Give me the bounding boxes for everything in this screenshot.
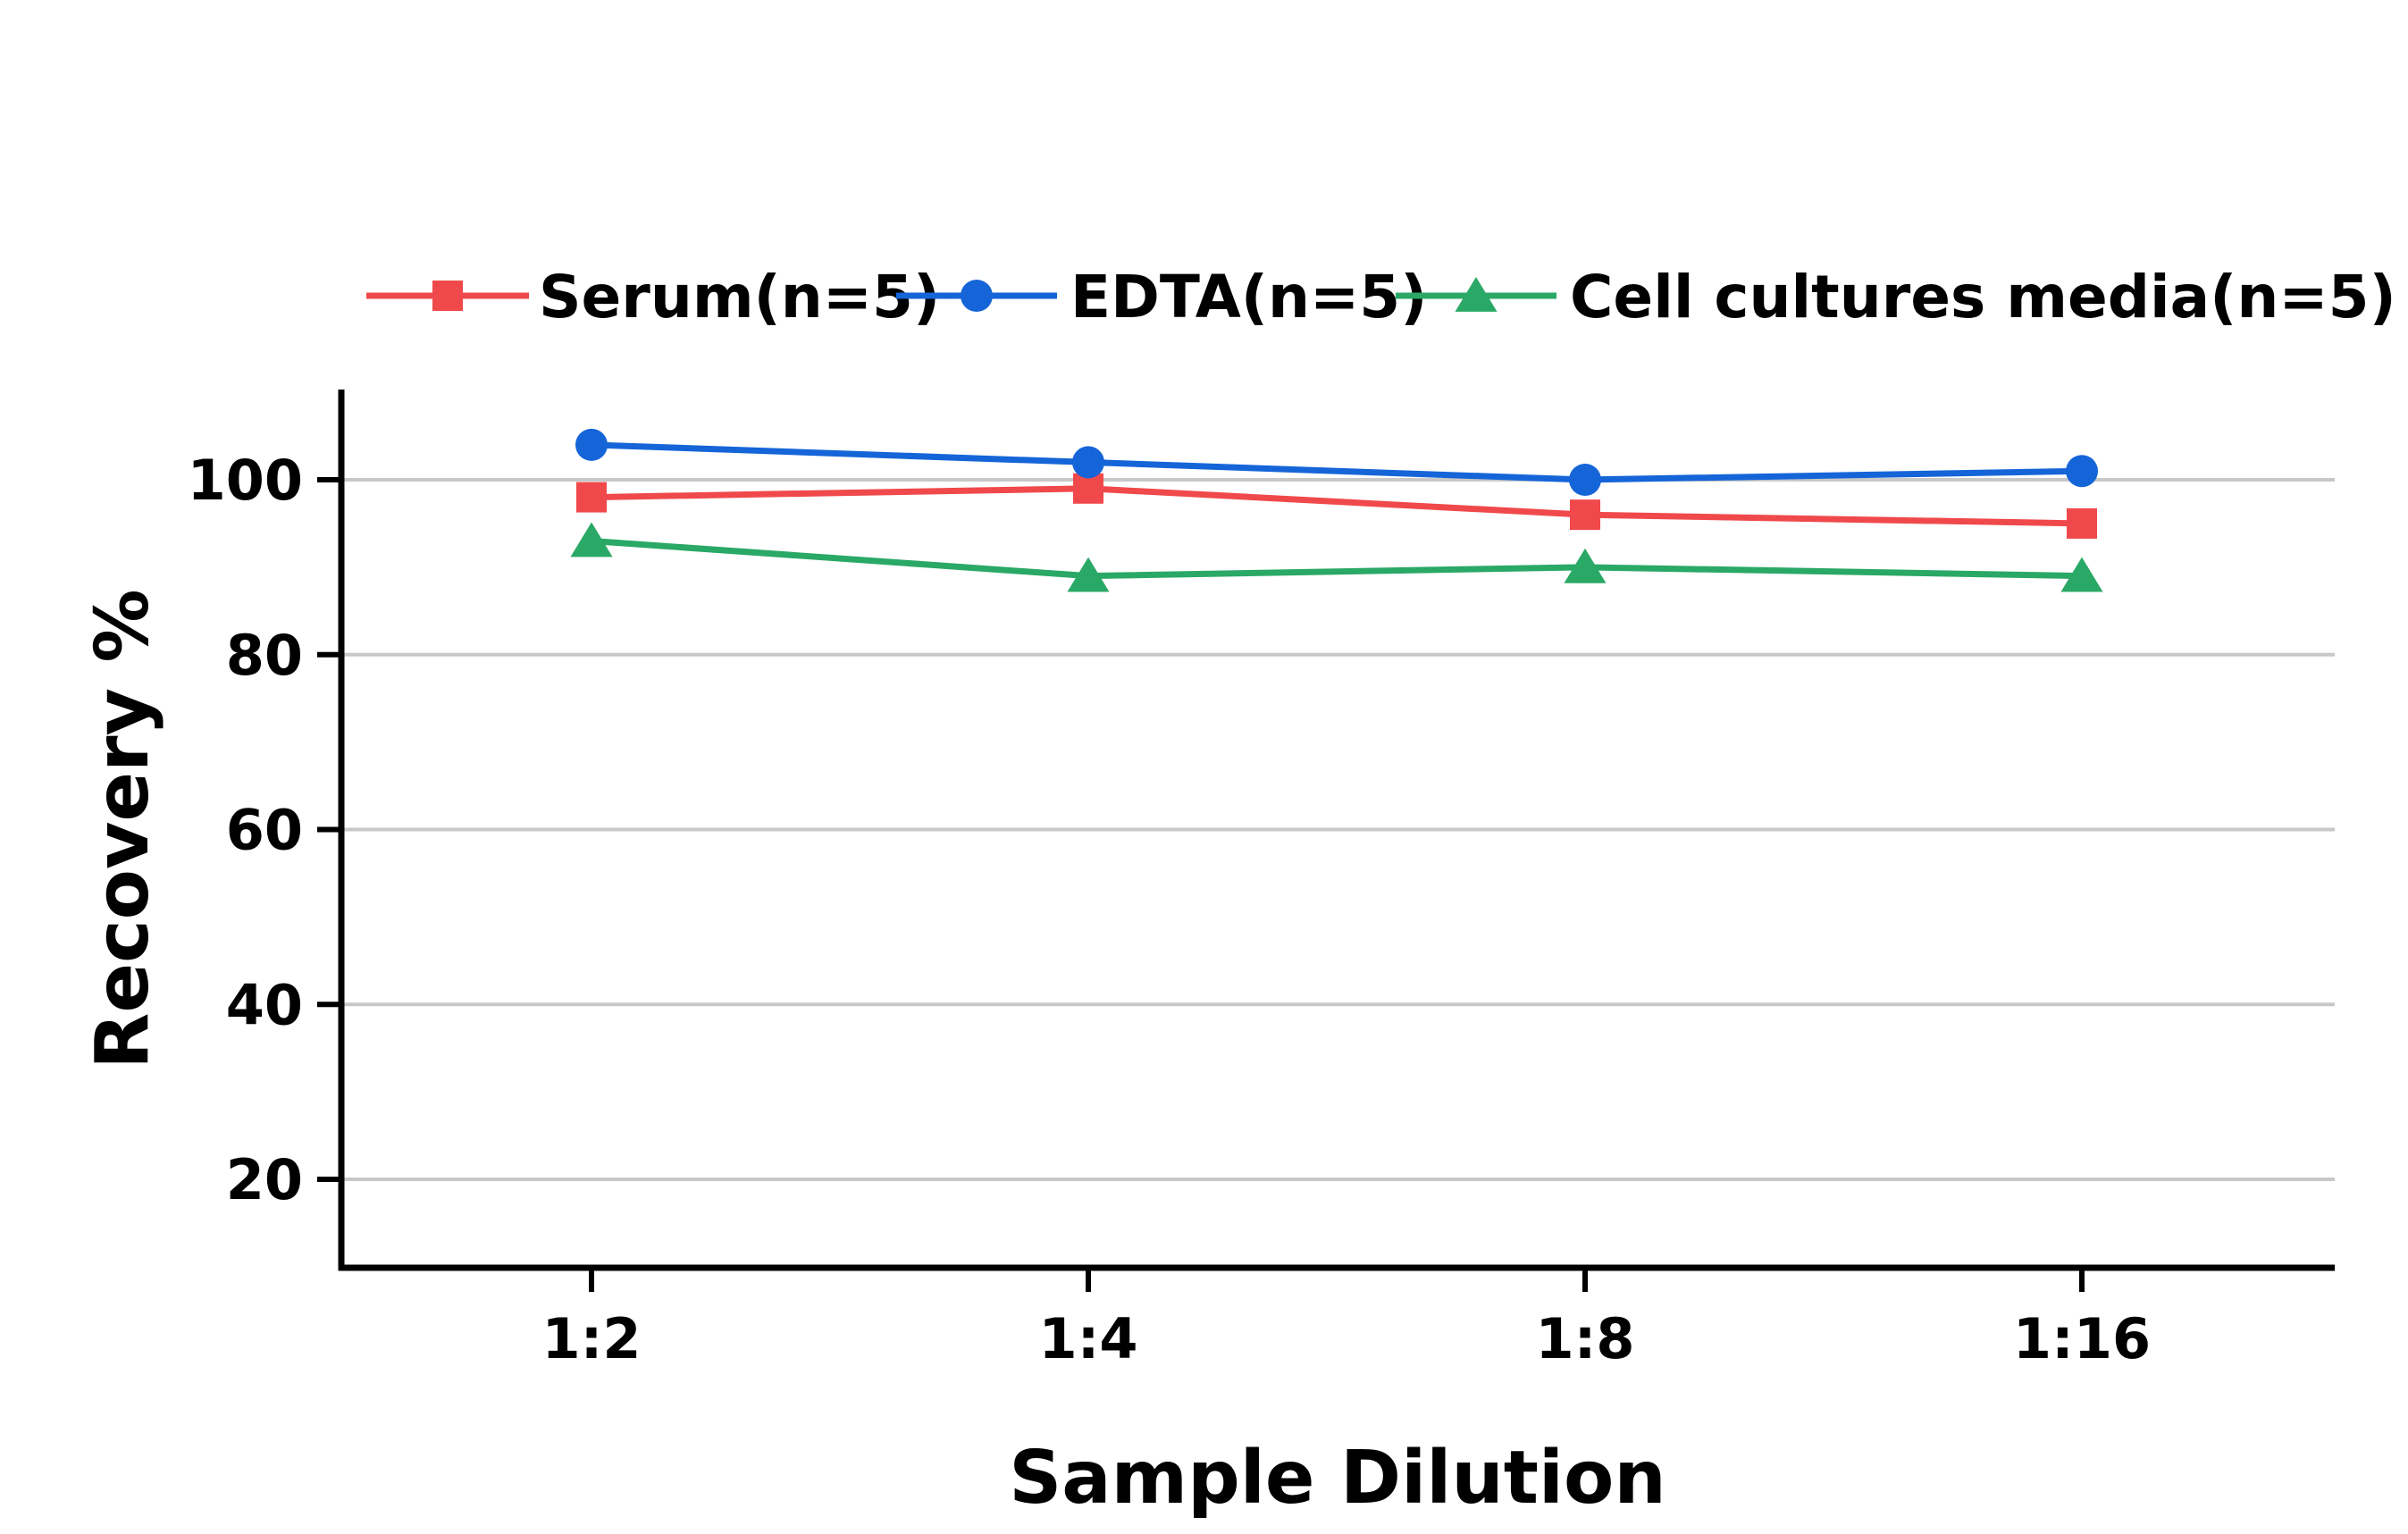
legend-label: EDTA(n=5) — [1070, 263, 1427, 331]
series-line — [591, 485, 2083, 527]
x-tick-label: 1:8 — [1535, 1306, 1634, 1371]
data-point — [2067, 507, 2097, 539]
y-ticks: 20 40 60 80 100 — [188, 448, 341, 1212]
data-point — [576, 482, 607, 513]
x-tick-label: 1:4 — [1038, 1306, 1137, 1371]
y-tick-label: 20 — [226, 1147, 303, 1212]
data-point — [1569, 464, 1601, 496]
y-tick-label: 40 — [226, 972, 303, 1037]
y-tick-label: 80 — [226, 623, 303, 688]
legend: Serum(n=5) EDTA(n=5) Cell cultures media(n… — [366, 263, 2396, 331]
series-2 — [575, 428, 2098, 496]
data-point — [575, 428, 608, 461]
series-layer — [570, 428, 2103, 592]
series-line — [591, 538, 2083, 580]
x-tick-label: 1:2 — [541, 1306, 641, 1371]
gridlines — [341, 478, 2335, 1181]
legend-item-1: Serum(n=5) — [366, 263, 940, 331]
data-point — [1073, 473, 1103, 504]
data-point — [1067, 557, 1110, 592]
legend-label: Cell cultures media(n=5) — [1570, 263, 2396, 331]
data-point — [1564, 548, 1607, 583]
series-3 — [570, 522, 2103, 592]
data-point — [2060, 557, 2103, 592]
y-axis-title: Recovery % — [80, 589, 165, 1069]
legend-label: Serum(n=5) — [539, 263, 940, 331]
legend-marker — [432, 281, 463, 311]
data-point — [1570, 499, 1600, 531]
x-axis-title: Sample Dilution — [1009, 1436, 1665, 1521]
legend-marker — [1455, 277, 1498, 312]
legend-item-2: EDTA(n=5) — [896, 263, 1427, 331]
legend-marker — [961, 280, 993, 312]
data-point — [570, 522, 613, 557]
x-ticks: 1:2 1:4 1:8 1:16 — [541, 1268, 2151, 1371]
y-tick-label: 100 — [188, 448, 303, 513]
data-point — [2066, 455, 2098, 488]
x-tick-label: 1:16 — [2013, 1306, 2151, 1371]
legend-item-3: Cell cultures media(n=5) — [1396, 263, 2396, 331]
series-line — [591, 441, 2083, 483]
series-1 — [576, 473, 2097, 539]
y-tick-label: 60 — [226, 798, 303, 863]
data-point — [1072, 446, 1104, 479]
